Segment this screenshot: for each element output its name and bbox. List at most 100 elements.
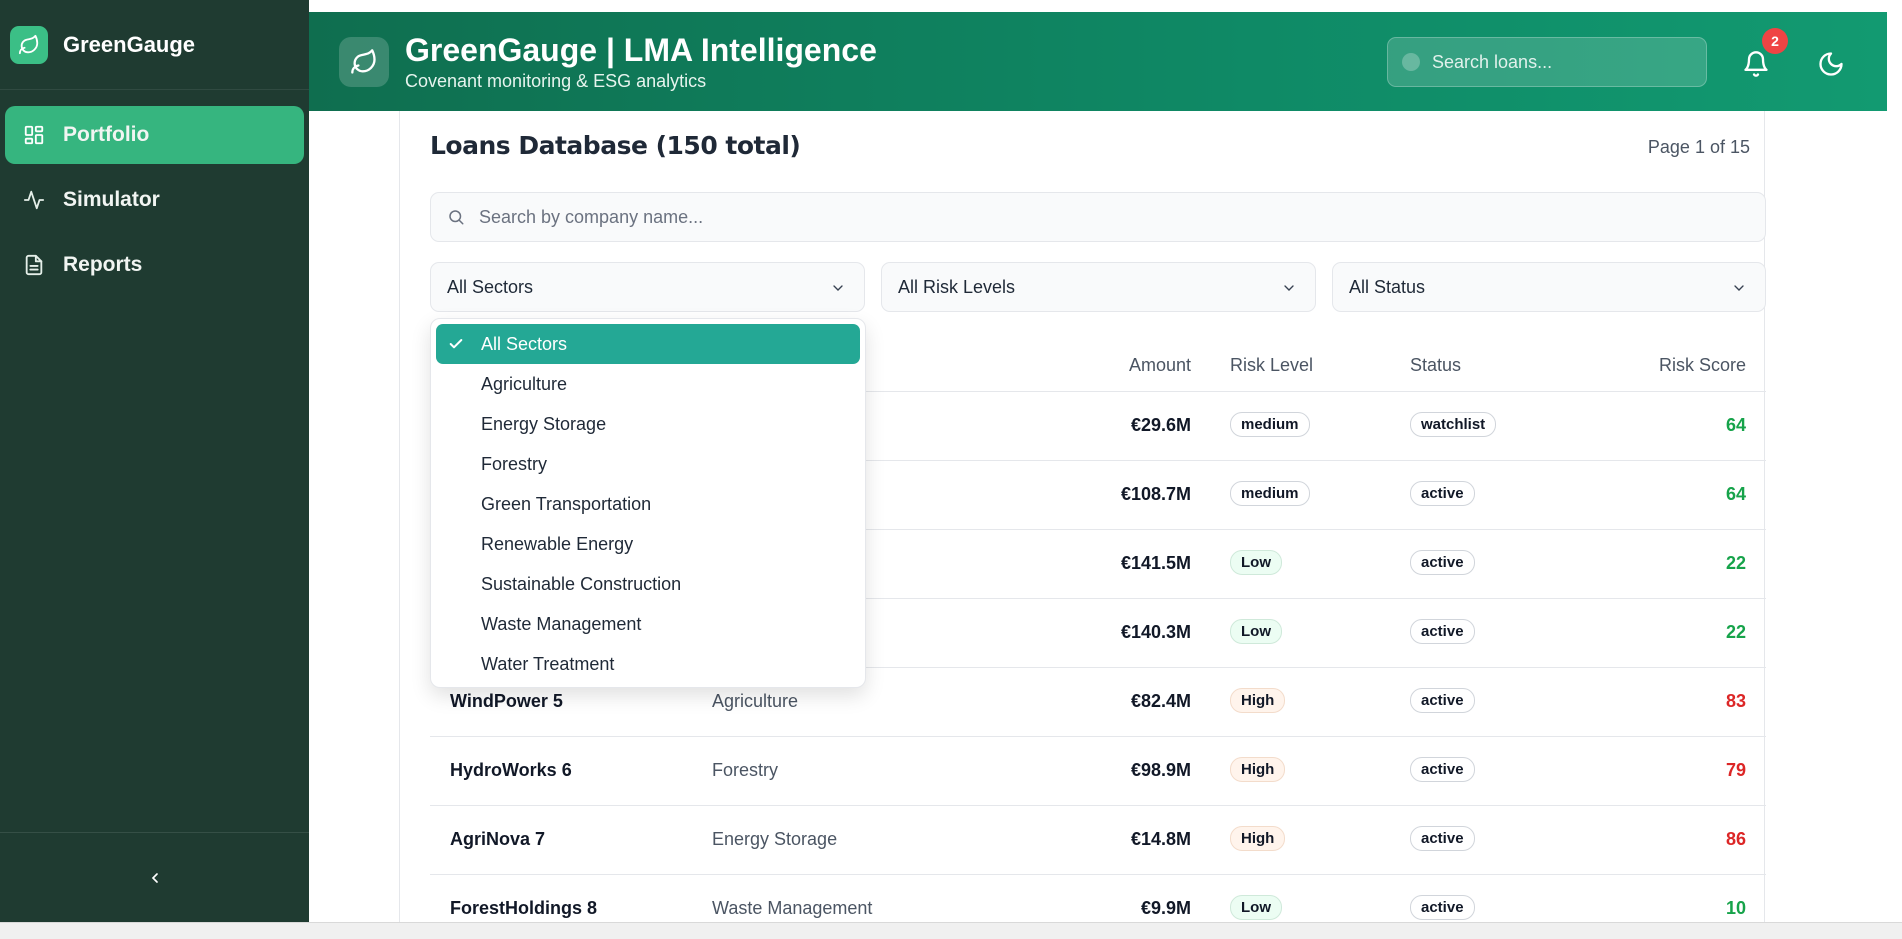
company-name[interactable]: HydroWorks 6 [450, 760, 572, 780]
sector-option[interactable]: Sustainable Construction [436, 564, 860, 604]
notification-badge: 2 [1762, 28, 1788, 54]
column-risk-level[interactable]: Risk Level [1230, 355, 1314, 375]
risk-level-label: medium [1230, 412, 1310, 437]
sidebar-item-label: Simulator [63, 188, 160, 211]
sector-name: Agriculture [712, 691, 799, 711]
status-badge: active [1410, 757, 1475, 782]
company-search-input[interactable] [479, 206, 1679, 228]
status-filter-select[interactable]: All Status [1332, 262, 1766, 312]
status-badge: active [1410, 550, 1475, 575]
sector-option-label: Forestry [481, 453, 548, 474]
collapse-sidebar-button[interactable] [140, 863, 170, 893]
sidebar: GreenGauge Portfolio Simulator Reports [0, 0, 309, 922]
chevron-left-icon [151, 872, 158, 883]
risk-score: 22 [1725, 622, 1746, 642]
status-label: active [1410, 688, 1475, 713]
sidebar-item-simulator[interactable]: Simulator [5, 171, 304, 229]
status-badge: active [1410, 619, 1475, 644]
top-header: GreenGauge | LMA Intelligence Covenant m… [309, 12, 1887, 111]
risk-level-badge: High [1230, 757, 1286, 782]
risk-score: 10 [1725, 898, 1746, 918]
sector-option-label: All Sectors [481, 333, 568, 354]
sector-option[interactable]: Renewable Energy [436, 524, 860, 564]
table-row[interactable]: ForestHoldings 8 Waste Management €9.9M Low… [430, 875, 1766, 939]
risk-level-label: Low [1230, 550, 1282, 575]
table-row[interactable]: €140.3M Low active 22 [430, 599, 1766, 668]
status-label: active [1410, 481, 1475, 506]
sector-option[interactable]: Energy Storage [436, 404, 860, 444]
loan-amount: €29.6M [1130, 415, 1191, 435]
loan-amount: €82.4M [1130, 691, 1191, 711]
risk-filter-select[interactable]: All Risk Levels [881, 262, 1316, 312]
status-badge: active [1410, 826, 1475, 851]
risk-level-badge: High [1230, 688, 1286, 713]
sidebar-nav: Portfolio Simulator Reports [0, 90, 309, 317]
company-name[interactable]: ForestHoldings 8 [450, 898, 598, 918]
sector-filter-select[interactable]: All Sectors [430, 262, 865, 312]
search-icon [449, 210, 464, 225]
risk-score: 79 [1725, 760, 1746, 780]
loan-amount: €141.5M [1120, 553, 1191, 573]
activity-icon [21, 187, 47, 213]
leaf-icon [339, 36, 389, 87]
status-badge: watchlist [1410, 412, 1497, 437]
table-row[interactable]: AgriNova 7 Energy Storage €14.8M High active… [430, 806, 1766, 875]
leaf-logo-icon [10, 25, 48, 64]
page-subtitle: Covenant monitoring & ESG analytics [405, 71, 707, 91]
sector-option-label: Renewable Energy [481, 533, 634, 554]
sector-option[interactable]: Water Treatment [436, 644, 860, 684]
sector-name: Waste Management [712, 898, 873, 918]
sector-option[interactable]: Waste Management [436, 604, 860, 644]
sector-name: Energy Storage [712, 829, 838, 849]
loan-amount: €98.9M [1130, 760, 1191, 780]
risk-level-badge: medium [1230, 412, 1310, 437]
table-row[interactable]: WindPower 5 Agriculture €82.4M High active 83 [430, 668, 1766, 737]
sidebar-footer [0, 832, 309, 922]
sidebar-item-portfolio[interactable]: Portfolio [5, 106, 304, 164]
status-label: active [1410, 895, 1475, 920]
brand: GreenGauge [0, 0, 309, 90]
sector-option[interactable]: All Sectors [436, 324, 860, 364]
sidebar-item-reports[interactable]: Reports [5, 236, 304, 294]
risk-level-badge: Low [1230, 895, 1282, 920]
brand-name: GreenGauge [63, 31, 196, 57]
moon-icon[interactable] [1817, 50, 1845, 78]
sector-option-label: Green Transportation [481, 493, 652, 514]
risk-score: 86 [1725, 829, 1746, 849]
sidebar-item-label: Reports [63, 253, 143, 276]
search-loans-input[interactable] [1432, 51, 1692, 73]
sector-filter-value: All Sectors [447, 276, 534, 297]
risk-score: 64 [1725, 484, 1746, 504]
status-label: active [1410, 757, 1475, 782]
sector-option[interactable]: Green Transportation [436, 484, 860, 524]
header-search[interactable] [1387, 37, 1707, 87]
sector-option[interactable]: Forestry [436, 444, 860, 484]
table-row[interactable]: €29.6M medium watchlist 64 [430, 392, 1766, 461]
loans-title: Loans Database (150 total) [430, 131, 801, 160]
company-name[interactable]: WindPower 5 [450, 691, 563, 711]
chevron-down-icon [833, 285, 843, 291]
risk-score: 22 [1725, 553, 1746, 573]
risk-score: 83 [1725, 691, 1746, 711]
risk-level-badge: High [1230, 826, 1286, 851]
risk-level-badge: Low [1230, 550, 1282, 575]
search-icon [1402, 53, 1420, 71]
column-status[interactable]: Status [1410, 355, 1462, 375]
column-risk-score[interactable]: Risk Score [1658, 355, 1746, 375]
chevron-down-icon [1734, 285, 1744, 291]
status-badge: active [1410, 688, 1475, 713]
page-indicator: Page 1 of 15 [1647, 137, 1750, 157]
company-search[interactable] [430, 192, 1766, 242]
bell-icon[interactable] [1742, 50, 1770, 78]
chevron-down-icon [1284, 285, 1294, 291]
sector-option-label: Sustainable Construction [481, 573, 682, 594]
company-name[interactable]: AgriNova 7 [450, 829, 546, 849]
table-row[interactable]: HydroWorks 6 Forestry €98.9M High active 79 [430, 737, 1766, 806]
status-filter-value: All Status [1349, 276, 1426, 297]
column-amount[interactable]: Amount [1128, 355, 1191, 375]
loan-amount: €9.9M [1140, 898, 1191, 918]
sector-option[interactable]: Agriculture [436, 364, 860, 404]
document-icon [21, 252, 47, 278]
